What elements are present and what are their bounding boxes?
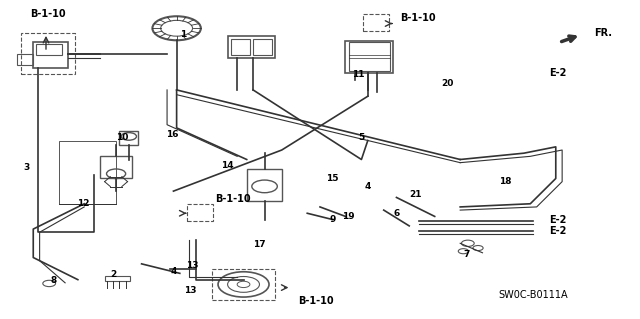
Bar: [59, 141, 116, 204]
Text: B-1-10: B-1-10: [298, 296, 333, 306]
Text: 7: 7: [463, 250, 470, 259]
Text: E-2: E-2: [549, 226, 567, 236]
Bar: [33, 42, 68, 68]
Text: 1: 1: [180, 30, 186, 39]
Text: 19: 19: [342, 212, 355, 221]
Text: B-1-10: B-1-10: [215, 194, 250, 204]
Text: 6: 6: [394, 209, 399, 218]
Bar: [231, 39, 250, 55]
Text: FR.: FR.: [594, 28, 612, 38]
Bar: [119, 131, 138, 145]
Bar: [20, 33, 75, 74]
Text: E-2: E-2: [549, 68, 567, 78]
Text: SW0C-B0111A: SW0C-B0111A: [499, 290, 568, 300]
Text: 8: 8: [51, 276, 57, 285]
Text: 21: 21: [410, 190, 422, 199]
Text: 11: 11: [352, 70, 365, 78]
Text: 13: 13: [184, 286, 197, 295]
Bar: [188, 204, 213, 221]
Text: 5: 5: [358, 133, 365, 142]
Text: 4: 4: [365, 182, 371, 191]
Text: 12: 12: [77, 199, 89, 208]
Bar: [36, 44, 62, 55]
Bar: [104, 276, 130, 281]
Text: 17: 17: [253, 241, 266, 249]
Text: 16: 16: [166, 130, 179, 139]
Text: 4: 4: [170, 267, 177, 276]
Text: 2: 2: [110, 271, 116, 279]
Bar: [349, 42, 390, 71]
Text: 10: 10: [116, 133, 129, 142]
Bar: [253, 39, 272, 55]
Text: 20: 20: [441, 79, 454, 88]
Bar: [228, 36, 275, 58]
Text: 3: 3: [24, 163, 30, 172]
Text: 15: 15: [326, 174, 339, 183]
Text: E-2: E-2: [549, 215, 567, 225]
Text: B-1-10: B-1-10: [399, 13, 435, 23]
Bar: [100, 156, 132, 178]
Bar: [364, 14, 389, 32]
Text: B-1-10: B-1-10: [30, 9, 66, 19]
Bar: [17, 54, 33, 65]
Text: 18: 18: [499, 177, 511, 186]
Bar: [346, 41, 394, 72]
Bar: [246, 169, 282, 201]
Text: 9: 9: [330, 215, 336, 224]
Text: 14: 14: [221, 161, 234, 170]
Text: 13: 13: [186, 261, 199, 270]
Bar: [212, 269, 275, 300]
